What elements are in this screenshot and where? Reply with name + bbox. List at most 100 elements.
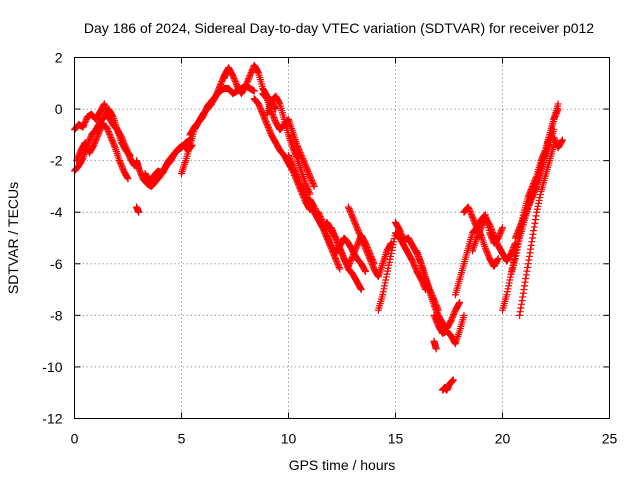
data-point: [117, 161, 125, 169]
data-point: [347, 209, 355, 217]
data-point: [200, 110, 208, 118]
data-point: [499, 224, 506, 232]
data-point: [81, 139, 89, 147]
data-point: [329, 227, 337, 235]
data-point: [262, 119, 270, 127]
data-point: [362, 244, 370, 252]
data-point: [338, 249, 346, 257]
data-point: [469, 213, 477, 221]
data-point: [355, 228, 363, 236]
data-point: [352, 245, 360, 253]
data-point: [467, 210, 475, 218]
data-point: [473, 233, 481, 241]
x-axis-title: GPS time / hours: [289, 457, 396, 473]
data-point: [255, 100, 263, 108]
data-point: [304, 168, 312, 176]
data-point: [522, 209, 530, 217]
data-point: [107, 133, 115, 141]
data-point: [85, 137, 93, 145]
data-point: [433, 319, 441, 327]
data-point: [511, 234, 519, 242]
data-point: [346, 206, 354, 214]
data-point: [388, 247, 396, 255]
data-point: [397, 229, 405, 237]
data-point: [298, 184, 306, 192]
data-point: [334, 261, 342, 269]
data-point: [86, 135, 94, 143]
data-point: [82, 142, 90, 150]
data-point: [255, 101, 263, 109]
x-tick-label: 10: [281, 431, 297, 447]
data-point: [530, 190, 538, 198]
series-track-23: [439, 376, 457, 394]
data-point: [345, 205, 353, 213]
data-point: [524, 263, 532, 271]
data-point: [344, 262, 352, 270]
data-point: [74, 152, 82, 160]
data-point: [430, 301, 438, 309]
data-point: [303, 166, 311, 174]
data-point: [455, 300, 463, 308]
data-point: [135, 166, 143, 174]
data-point: [348, 254, 356, 262]
data-point: [286, 156, 294, 164]
data-point: [325, 237, 333, 245]
data-point: [300, 159, 308, 167]
data-point: [316, 211, 324, 219]
data-point: [493, 239, 501, 247]
data-point: [513, 249, 521, 257]
data-point: [266, 128, 274, 136]
data-point: [386, 255, 394, 263]
data-point: [396, 228, 404, 236]
data-point: [535, 196, 543, 204]
data-point: [300, 190, 308, 198]
data-point: [516, 311, 524, 319]
data-point: [79, 123, 87, 131]
data-point: [351, 246, 359, 254]
data-point: [489, 228, 497, 236]
data-point: [524, 203, 532, 211]
data-point: [125, 150, 133, 158]
data-point: [256, 103, 264, 111]
data-point: [506, 276, 514, 284]
data-point: [92, 137, 100, 145]
data-point: [302, 163, 310, 171]
data-point: [351, 248, 359, 256]
data-point: [242, 80, 250, 88]
data-point: [353, 224, 361, 232]
data-point: [346, 259, 354, 267]
data-point: [309, 179, 317, 187]
data-point: [521, 210, 529, 218]
data-point: [256, 104, 264, 112]
data-point: [104, 128, 112, 136]
data-point: [409, 259, 417, 267]
data-point: [245, 73, 253, 81]
data-point: [360, 240, 368, 248]
data-point: [294, 143, 302, 151]
data-point: [265, 125, 273, 133]
data-point: [518, 218, 526, 226]
data-point: [447, 317, 455, 325]
data-point: [398, 231, 406, 239]
data-point: [530, 188, 538, 196]
data-point: [245, 74, 253, 82]
data-point: [523, 267, 531, 275]
data-point: [526, 199, 534, 207]
data-point: [291, 148, 299, 156]
data-point: [558, 136, 566, 144]
data-point: [412, 265, 420, 273]
data-point: [468, 212, 476, 220]
data-point: [106, 130, 114, 138]
data-point: [528, 234, 536, 242]
y-tick-labels: -12 -10 -8 -6 -4 -2 0 2: [42, 50, 62, 427]
data-point: [330, 230, 338, 238]
data-point: [531, 187, 539, 195]
data-point: [286, 154, 294, 162]
data-point: [517, 300, 525, 308]
data-point: [270, 115, 278, 123]
data-point: [80, 122, 88, 130]
data-point: [513, 231, 521, 239]
data-point: [297, 181, 305, 189]
data-point: [104, 126, 112, 134]
data-point: [465, 205, 473, 213]
